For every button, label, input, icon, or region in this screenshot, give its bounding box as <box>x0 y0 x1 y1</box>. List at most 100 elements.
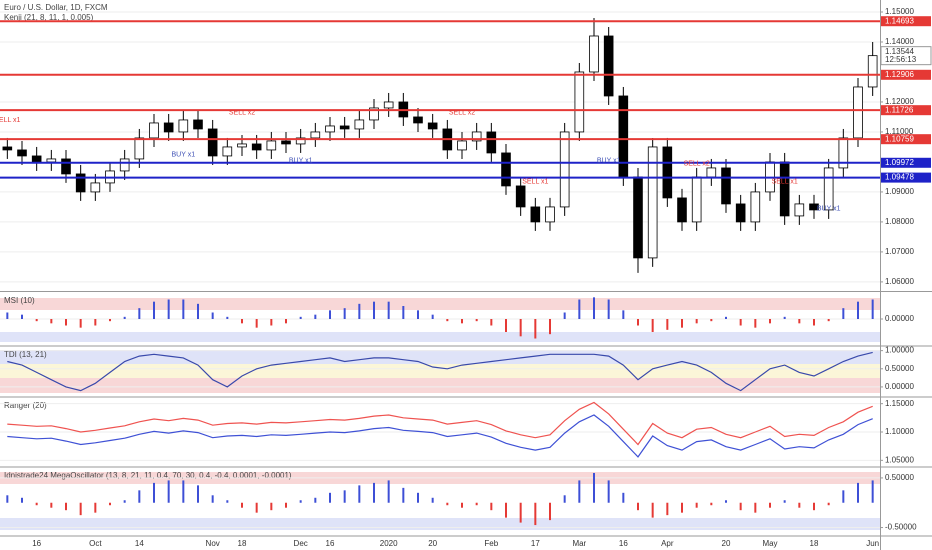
histogram-bar <box>827 319 830 322</box>
candle-body <box>281 140 291 145</box>
indicator-line <box>7 351 873 392</box>
histogram-bar <box>123 316 126 319</box>
histogram-bar <box>637 502 639 511</box>
candle-body <box>134 137 145 160</box>
histogram-bar <box>578 299 581 319</box>
histogram-bar <box>827 502 830 506</box>
histogram-bar <box>769 502 771 508</box>
y-tick-label: -0.50000 <box>885 523 917 532</box>
y-tick-label: 1.12000 <box>885 97 914 106</box>
histogram-bar <box>549 502 551 521</box>
candle-body <box>383 101 394 109</box>
signal-annotation: SELL x1 <box>0 117 21 124</box>
histogram-bar <box>519 502 522 523</box>
y-tick-label: 1.07000 <box>885 247 914 256</box>
x-tick-label: 16 <box>32 539 41 548</box>
histogram-bar <box>666 502 669 516</box>
signal-annotation: SELL x2 <box>684 160 710 167</box>
level-label-box <box>881 134 931 145</box>
histogram-bar <box>637 319 639 326</box>
histogram-bar <box>153 482 155 503</box>
histogram-bar <box>475 319 478 322</box>
signal-annotation: SELL x2 <box>229 109 255 116</box>
histogram-bar <box>387 301 390 319</box>
histogram-bar <box>94 502 97 513</box>
histogram-bar <box>739 319 742 326</box>
x-tick-label: 20 <box>428 539 437 548</box>
histogram-bar <box>50 502 53 508</box>
histogram-bar <box>607 299 610 319</box>
histogram-bar <box>373 301 375 319</box>
histogram-bar <box>813 502 815 511</box>
histogram-bar <box>329 492 331 503</box>
signal-annotation: SELL x1 <box>772 178 798 185</box>
histogram-bar <box>167 299 170 319</box>
subtitle: Kenji (21, 8, 11, 1, 0.005) <box>4 13 94 22</box>
level-label-box <box>881 157 931 168</box>
candle-body <box>721 167 731 205</box>
histogram-bar <box>622 310 625 319</box>
msi-lower-zone <box>0 332 880 342</box>
candle-body <box>178 119 189 133</box>
candle-body <box>325 125 335 133</box>
x-tick-label: Dec <box>294 539 308 548</box>
level-label: 1.09972 <box>885 158 914 167</box>
histogram-bar <box>226 316 229 319</box>
histogram-bar <box>842 490 845 503</box>
histogram-bar <box>783 316 786 319</box>
histogram-bar <box>563 495 566 503</box>
signal-annotation: BUY x1 <box>289 157 313 164</box>
candle-body <box>31 155 42 163</box>
histogram-bar <box>167 480 170 503</box>
y-tick-label: 1.15000 <box>885 7 914 16</box>
candle-body <box>369 107 379 121</box>
signal-annotation: BUY x1 <box>597 157 621 164</box>
histogram-bar <box>739 502 742 511</box>
histogram-bar <box>490 502 493 511</box>
histogram-bar <box>505 319 507 332</box>
candle-body <box>677 197 687 223</box>
candle-body <box>354 119 365 130</box>
histogram-bar <box>798 319 801 324</box>
histogram-bar <box>123 500 126 503</box>
histogram-bar <box>270 319 273 326</box>
candle-body <box>207 128 218 157</box>
histogram-bar <box>241 319 243 324</box>
histogram-bar <box>402 306 405 319</box>
histogram-bar <box>94 319 97 326</box>
candle-body <box>633 176 643 259</box>
histogram-bar <box>695 502 698 508</box>
histogram-bar <box>431 497 434 503</box>
candle-body <box>618 95 629 178</box>
level-label: 1.09478 <box>885 173 914 182</box>
candle-body <box>647 146 658 259</box>
x-tick-label: Mar <box>572 539 586 548</box>
signal-annotation: BUY x1 <box>172 151 196 158</box>
histogram-bar <box>593 472 595 503</box>
y-tick-label: 1.00000 <box>885 346 914 355</box>
histogram-bar <box>21 314 23 319</box>
pane-title: MSI (10) <box>4 296 35 305</box>
histogram-bar <box>402 487 405 503</box>
x-tick-label: Nov <box>206 539 220 548</box>
y-tick-label: 1.11000 <box>885 127 914 136</box>
histogram-bar <box>857 482 859 503</box>
candle-body <box>471 131 482 142</box>
histogram-bar <box>798 502 801 508</box>
y-tick-label: 0.50000 <box>885 364 914 373</box>
histogram-bar <box>285 502 287 508</box>
histogram-bar <box>6 312 9 319</box>
histogram-bar <box>65 502 67 511</box>
histogram-bar <box>431 314 434 319</box>
candle-body <box>17 149 27 157</box>
histogram-bar <box>226 500 229 503</box>
histogram-bar <box>35 319 38 322</box>
candle-body <box>46 158 57 163</box>
histogram-bar <box>783 500 786 503</box>
candle-body <box>501 152 511 187</box>
candle-body <box>867 55 878 88</box>
histogram-bar <box>651 319 654 332</box>
histogram-bar <box>182 480 185 503</box>
candle-body <box>427 122 438 130</box>
